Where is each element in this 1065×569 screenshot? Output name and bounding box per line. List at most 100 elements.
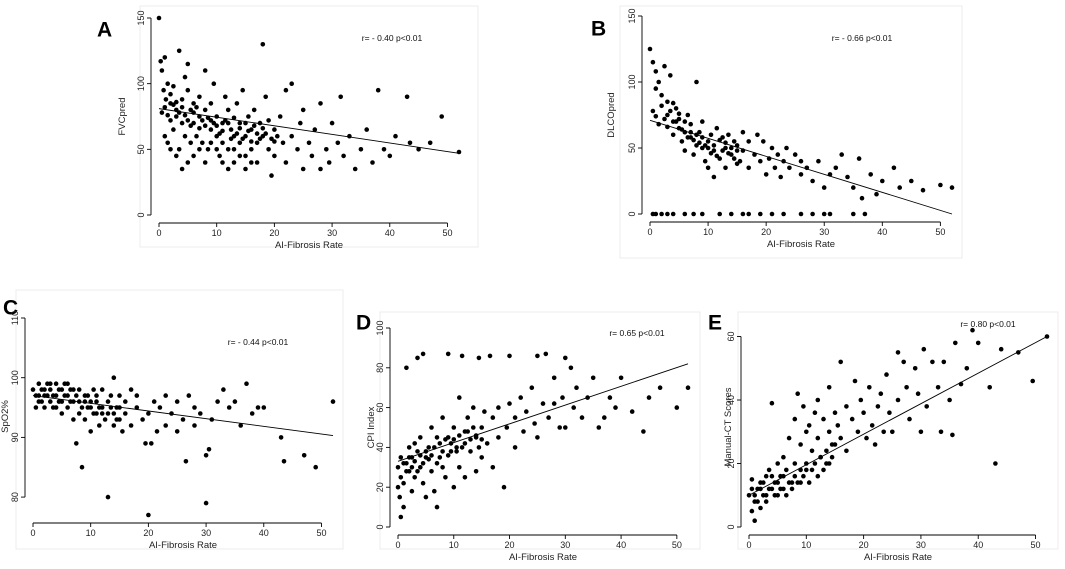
x-tick-label: 20 xyxy=(505,540,515,550)
data-point xyxy=(468,449,473,454)
data-point xyxy=(862,211,868,217)
data-point xyxy=(188,107,193,113)
data-point xyxy=(404,94,410,100)
data-point xyxy=(810,178,815,184)
y-tick-label: 50 xyxy=(627,143,637,153)
data-point xyxy=(157,405,163,410)
data-point xyxy=(938,182,943,188)
data-point xyxy=(909,178,914,184)
data-point xyxy=(781,454,786,460)
data-point xyxy=(804,429,809,435)
data-point xyxy=(231,160,237,165)
data-point xyxy=(418,435,423,440)
data-point xyxy=(208,101,214,106)
data-point xyxy=(174,429,180,434)
data-point xyxy=(801,404,806,409)
data-point xyxy=(412,475,418,480)
data-point xyxy=(228,127,234,132)
data-point xyxy=(313,464,319,470)
data-point xyxy=(266,147,271,152)
correlation-annotation: r= - 0.66 p<0.01 xyxy=(832,33,893,43)
data-point xyxy=(443,475,448,480)
data-point xyxy=(851,211,856,217)
data-point xyxy=(852,378,858,384)
data-point xyxy=(203,500,209,506)
data-point xyxy=(653,114,659,119)
data-point xyxy=(746,139,751,144)
data-point xyxy=(159,68,165,73)
data-point xyxy=(97,405,102,410)
panel-b: B 0 10 20 30 40 50 0 50 100 150 AI-Fibrosis Rate DLC… xyxy=(591,5,963,259)
data-point xyxy=(579,415,585,420)
data-point xyxy=(629,409,635,414)
data-point xyxy=(220,140,225,146)
data-point xyxy=(524,409,529,414)
data-point xyxy=(94,393,99,398)
data-point xyxy=(225,107,231,113)
data-point xyxy=(821,416,826,422)
regression-line xyxy=(748,336,1048,496)
data-point xyxy=(243,166,248,172)
data-point xyxy=(844,448,849,454)
data-point xyxy=(99,411,105,416)
data-point xyxy=(851,185,856,190)
data-point xyxy=(300,166,306,172)
data-point xyxy=(938,429,944,435)
data-point xyxy=(535,353,540,359)
data-point xyxy=(691,152,696,157)
panel-frame xyxy=(379,311,701,550)
x-tick-label: 30 xyxy=(560,540,570,550)
data-point xyxy=(653,86,659,91)
data-point xyxy=(206,447,212,452)
data-point xyxy=(685,385,691,391)
data-point xyxy=(341,153,346,159)
data-point xyxy=(197,147,202,152)
data-point xyxy=(191,101,196,106)
data-point xyxy=(223,118,228,123)
data-point xyxy=(249,411,255,416)
data-point xyxy=(490,415,496,420)
data-point xyxy=(280,140,286,146)
data-point xyxy=(824,448,829,454)
data-point xyxy=(228,136,234,142)
y-tick-label: 100 xyxy=(375,320,385,335)
data-point xyxy=(215,399,220,404)
data-point xyxy=(225,120,231,126)
data-point xyxy=(740,211,746,217)
data-point xyxy=(217,131,222,136)
data-point xyxy=(162,55,168,60)
data-point xyxy=(88,405,93,410)
data-point xyxy=(691,137,696,143)
data-point xyxy=(370,160,375,165)
data-point xyxy=(451,484,457,490)
data-point xyxy=(459,445,465,450)
data-point xyxy=(237,120,243,126)
x-tick-label: 50 xyxy=(672,540,682,550)
y-tick-label: 40 xyxy=(726,395,736,405)
data-point xyxy=(833,165,839,171)
data-point xyxy=(183,459,189,464)
data-point xyxy=(85,393,91,398)
data-point xyxy=(749,508,755,514)
data-point xyxy=(647,46,653,52)
data-point xyxy=(607,395,613,400)
data-point xyxy=(662,63,667,69)
data-point xyxy=(915,391,921,397)
data-point xyxy=(234,101,240,106)
data-point xyxy=(468,437,473,442)
data-point xyxy=(88,429,93,434)
data-point xyxy=(257,136,263,142)
data-point xyxy=(484,441,490,446)
data-point xyxy=(243,153,248,159)
data-point xyxy=(749,486,755,492)
data-point xyxy=(815,435,821,441)
data-point xyxy=(174,114,179,119)
data-point xyxy=(697,140,702,145)
x-tick-label: 0 xyxy=(156,228,161,238)
data-point xyxy=(434,461,440,466)
data-point xyxy=(867,385,872,390)
panel-frame xyxy=(737,311,1059,550)
data-point xyxy=(208,140,214,146)
data-point xyxy=(197,114,202,119)
data-point xyxy=(214,123,219,128)
